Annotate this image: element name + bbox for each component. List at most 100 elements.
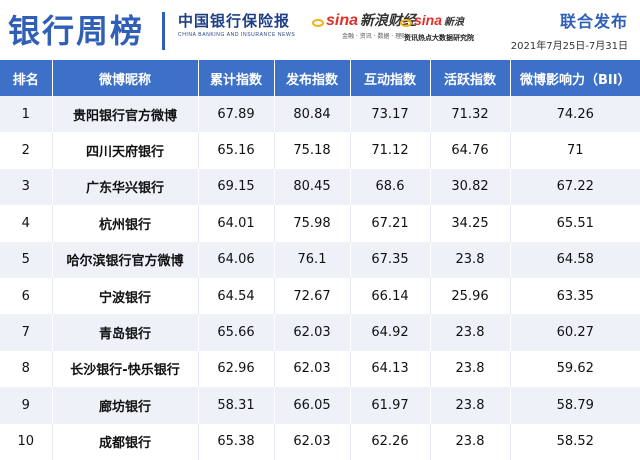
table-row: 6 宁波银行 64.54 72.67 66.14 25.96 63.35 <box>0 277 640 315</box>
cell-publish-index: 75.98 <box>274 205 351 242</box>
cell-publish-index: 76.1 <box>274 241 351 278</box>
cell-weibo-name: 廊坊银行 <box>52 387 199 424</box>
cell-weibo-name: 长沙银行-快乐银行 <box>52 350 199 388</box>
cell-publish-index: 62.03 <box>274 423 351 460</box>
title-divider <box>162 12 165 50</box>
table-row: 9 廊坊银行 58.31 66.05 61.97 23.8 58.79 <box>0 387 640 424</box>
cell-activity-index: 23.8 <box>430 314 511 351</box>
cell-interaction-index: 73.17 <box>350 96 431 133</box>
cell-bii: 63.35 <box>556 288 594 304</box>
ranking-table: 排名 微博昵称 累计指数 发布指数 互动指数 活跃指数 微博影响力（BII） 1… <box>0 60 640 460</box>
cell-rank: 4 <box>0 205 53 242</box>
table-row: 2 四川天府银行 65.16 75.18 71.12 64.76 71 <box>0 132 640 169</box>
cell-weibo-name: 哈尔滨银行官方微博 <box>52 241 199 278</box>
cell-publish-index: 80.45 <box>274 168 351 206</box>
sina-eye-icon <box>400 19 412 27</box>
col-header-weibo-name: 微博昵称 <box>52 60 199 96</box>
date-range: 2021年7月25日-7月31日 <box>510 41 628 52</box>
table-row: 4 杭州银行 64.01 75.98 67.21 34.25 65.51 <box>0 205 640 242</box>
cell-publish-index: 66.05 <box>274 387 351 424</box>
cbin-logo: 中国银行保险报 CHINA BANKING AND INSURANCE NEWS <box>178 12 308 50</box>
cell-cumulative-index: 65.38 <box>198 423 275 460</box>
cell-rank: 9 <box>0 387 53 424</box>
cell-activity-index: 34.25 <box>430 205 511 242</box>
col-header-rank: 排名 <box>0 60 53 96</box>
cell-weibo-name: 贵阳银行官方微博 <box>52 96 199 133</box>
cell-activity-index: 30.82 <box>430 168 511 206</box>
cell-publish-index: 62.03 <box>274 350 351 388</box>
cell-rank: 7 <box>0 314 53 351</box>
cell-publish-index: 75.18 <box>274 132 351 169</box>
cell-publish-index: 72.67 <box>274 277 351 315</box>
sina-wordmark: sina <box>326 12 359 29</box>
cell-rank: 8 <box>0 350 53 388</box>
cell-weibo-name: 广东华兴银行 <box>52 168 199 206</box>
page-title: 银行周榜 <box>8 12 145 50</box>
cell-activity-index: 23.8 <box>430 423 511 460</box>
col-header-interaction-index: 互动指数 <box>350 60 431 96</box>
cell-interaction-index: 62.26 <box>350 423 431 460</box>
cell-interaction-index: 64.13 <box>350 350 431 388</box>
sina-research-logo: sina 新浪 资讯热点大数据研究院 <box>400 10 474 52</box>
col-header-cumulative-index: 累计指数 <box>198 60 275 96</box>
table-row: 5 哈尔滨银行官方微博 64.06 76.1 67.35 23.8 64.58 <box>0 241 640 278</box>
cell-interaction-index: 67.35 <box>350 241 431 278</box>
col-header-activity-index: 活跃指数 <box>430 60 511 96</box>
cell-bii: 59.62 <box>556 361 594 377</box>
cell-bii: 58.52 <box>556 434 594 450</box>
cell-bii: 67.22 <box>556 179 594 195</box>
cell-cumulative-index: 67.89 <box>198 96 275 133</box>
table-row: 3 广东华兴银行 69.15 80.45 68.6 30.82 67.22 <box>0 168 640 206</box>
cell-interaction-index: 67.21 <box>350 205 431 242</box>
cell-interaction-index: 66.14 <box>350 277 431 315</box>
cell-cumulative-index: 62.96 <box>198 350 275 388</box>
cell-interaction-index: 61.97 <box>350 387 431 424</box>
cell-weibo-name: 四川天府银行 <box>52 132 199 169</box>
sina-research-name: 资讯热点大数据研究院 <box>404 34 474 42</box>
cell-bii: 60.27 <box>556 325 594 341</box>
cell-rank: 2 <box>0 132 53 169</box>
cell-rank: 6 <box>0 277 53 315</box>
cell-cumulative-index: 64.06 <box>198 241 275 278</box>
cell-weibo-name: 杭州银行 <box>52 205 199 242</box>
cell-activity-index: 23.8 <box>430 241 511 278</box>
cbin-logo-en: CHINA BANKING AND INSURANCE NEWS <box>178 32 296 38</box>
cell-cumulative-index: 64.01 <box>198 205 275 242</box>
cbin-logo-cn: 中国银行保险报 <box>178 12 291 30</box>
cell-cumulative-index: 58.31 <box>198 387 275 424</box>
cell-activity-index: 64.76 <box>430 132 511 169</box>
cell-publish-index: 62.03 <box>274 314 351 351</box>
table-row: 7 青岛银行 65.66 62.03 64.92 23.8 60.27 <box>0 314 640 351</box>
cell-publish-index: 80.84 <box>274 96 351 133</box>
sina-finance-tags: 金融 · 资讯 · 数据 · 理财 <box>342 33 408 40</box>
cell-bii: 65.51 <box>556 215 594 231</box>
cell-cumulative-index: 69.15 <box>198 168 275 206</box>
table-header-row: 排名 微博昵称 累计指数 发布指数 互动指数 活跃指数 微博影响力（BII） <box>0 60 640 96</box>
cell-weibo-name: 宁波银行 <box>52 277 199 315</box>
cell-bii: 64.58 <box>556 252 594 268</box>
cell-interaction-index: 68.6 <box>350 168 431 206</box>
col-header-publish-index: 发布指数 <box>274 60 351 96</box>
sina-eye-icon <box>312 19 324 27</box>
cell-activity-index: 23.8 <box>430 387 511 424</box>
cell-weibo-name: 成都银行 <box>52 423 199 460</box>
cell-activity-index: 71.32 <box>430 96 511 133</box>
cell-rank: 1 <box>0 96 53 133</box>
cell-weibo-name: 青岛银行 <box>52 314 199 351</box>
cell-rank: 3 <box>0 168 53 206</box>
table-row: 10 成都银行 65.38 62.03 62.26 23.8 58.52 <box>0 423 640 460</box>
cell-bii: 74.26 <box>556 106 594 122</box>
cell-activity-index: 25.96 <box>430 277 511 315</box>
cell-cumulative-index: 65.16 <box>198 132 275 169</box>
cell-rank: 10 <box>0 423 53 460</box>
cell-interaction-index: 71.12 <box>350 132 431 169</box>
cell-bii: 71 <box>566 143 584 159</box>
col-header-bii: 微博影响力（BII） <box>519 72 631 88</box>
table-row: 1 贵阳银行官方微博 67.89 80.84 73.17 71.32 74.26 <box>0 96 640 133</box>
cell-rank: 5 <box>0 241 53 278</box>
cell-activity-index: 23.8 <box>430 350 511 388</box>
report-header: 银行周榜 中国银行保险报 CHINA BANKING AND INSURANCE… <box>0 0 640 60</box>
publish-label: 联合发布 <box>559 12 628 31</box>
publish-info: 联合发布 2021年7月25日-7月31日 <box>511 8 628 52</box>
cell-cumulative-index: 64.54 <box>198 277 275 315</box>
